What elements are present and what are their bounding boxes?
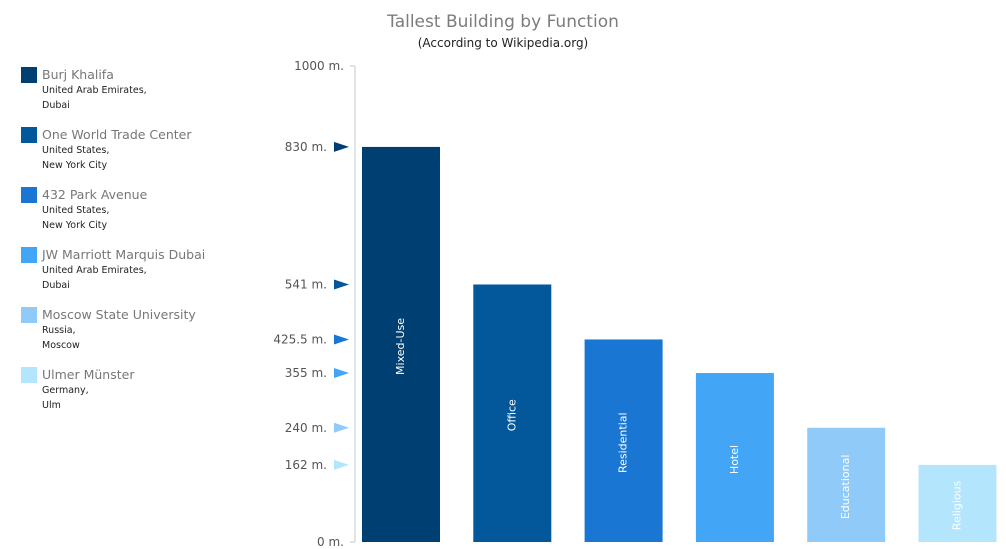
value-marker-arrow	[334, 279, 349, 290]
bar-hotel[interactable]	[695, 373, 774, 542]
bar-category-label: Hotel	[728, 445, 741, 474]
legend-city: Dubai	[42, 100, 70, 111]
legend-swatch	[21, 127, 37, 143]
y-tick-label: 541 m.	[285, 277, 327, 291]
y-tick-label: 240 m.	[285, 421, 327, 435]
legend-item[interactable]: Ulmer Münster Germany, Ulm	[21, 366, 261, 426]
bar-category-label: Educational	[839, 455, 852, 520]
legend-swatch	[21, 67, 37, 83]
legend-city: Ulm	[42, 400, 61, 411]
y-tick-label: 162 m.	[285, 458, 327, 472]
y-tick-label: 0 m.	[317, 535, 344, 549]
legend-item[interactable]: One World Trade Center United States, Ne…	[21, 126, 261, 186]
bar-category-label: Religious	[951, 480, 964, 530]
bars: Mixed-Use Office Residential Hotel Education…	[362, 146, 997, 543]
legend-building-name: Burj Khalifa	[42, 67, 114, 82]
bar-religious[interactable]	[918, 464, 997, 542]
legend-building-name: JW Marriott Marquis Dubai	[42, 247, 206, 262]
legend-country: Russia,	[42, 325, 76, 336]
legend-country: United Arab Emirates,	[42, 265, 147, 276]
legend-swatch	[21, 307, 37, 323]
y-tick-label: 355 m.	[285, 366, 327, 380]
legend-building-name: 432 Park Avenue	[42, 187, 148, 202]
legend-building-name: Ulmer Münster	[42, 367, 135, 382]
legend-country: Germany,	[42, 385, 89, 396]
legend-city: New York City	[42, 220, 108, 231]
legend: Burj Khalifa United Arab Emirates, Dubai…	[21, 66, 261, 426]
legend-country: United States,	[42, 145, 110, 156]
legend-building-name: One World Trade Center	[42, 127, 192, 142]
bar-residential[interactable]	[584, 339, 663, 542]
legend-swatch	[21, 247, 37, 263]
chart-title: Tallest Building by Function	[387, 12, 619, 32]
y-tick-label: 1000 m.	[294, 59, 344, 73]
chart-subtitle: (According to Wikipedia.org)	[417, 36, 589, 50]
y-tick-label: 830 m.	[285, 140, 327, 154]
legend-item[interactable]: Burj Khalifa United Arab Emirates, Dubai	[21, 66, 261, 126]
bar-office[interactable]	[473, 284, 552, 542]
bar-mixed-use[interactable]	[362, 146, 440, 543]
legend-building-name: Moscow State University	[42, 307, 196, 322]
value-marker-arrow	[334, 334, 349, 345]
legend-city: Moscow	[42, 340, 80, 351]
y-axis: 1000 m. 830 m. 541 m. 425.5 m. 355 m. 240 m. 1…	[273, 59, 356, 549]
legend-item[interactable]: Moscow State University Russia, Moscow	[21, 306, 261, 366]
value-marker-arrow	[334, 422, 349, 433]
legend-country: United States,	[42, 205, 110, 216]
bar-category-label: Residential	[617, 412, 630, 473]
y-tick-label: 425.5 m.	[273, 332, 327, 346]
legend-city: New York City	[42, 160, 108, 171]
legend-item[interactable]: JW Marriott Marquis Dubai United Arab Em…	[21, 246, 261, 306]
value-marker-arrow	[334, 141, 349, 152]
bar-category-label: Office	[505, 399, 518, 431]
legend-swatch	[21, 187, 37, 203]
value-marker-arrow	[334, 368, 349, 379]
legend-swatch	[21, 367, 37, 383]
value-marker-arrow	[334, 459, 349, 470]
bar-educational[interactable]	[807, 427, 886, 542]
legend-city: Dubai	[42, 280, 70, 291]
legend-country: United Arab Emirates,	[42, 85, 147, 96]
bar-category-label: Mixed-Use	[394, 318, 407, 375]
legend-item[interactable]: 432 Park Avenue United States, New York …	[21, 186, 261, 246]
